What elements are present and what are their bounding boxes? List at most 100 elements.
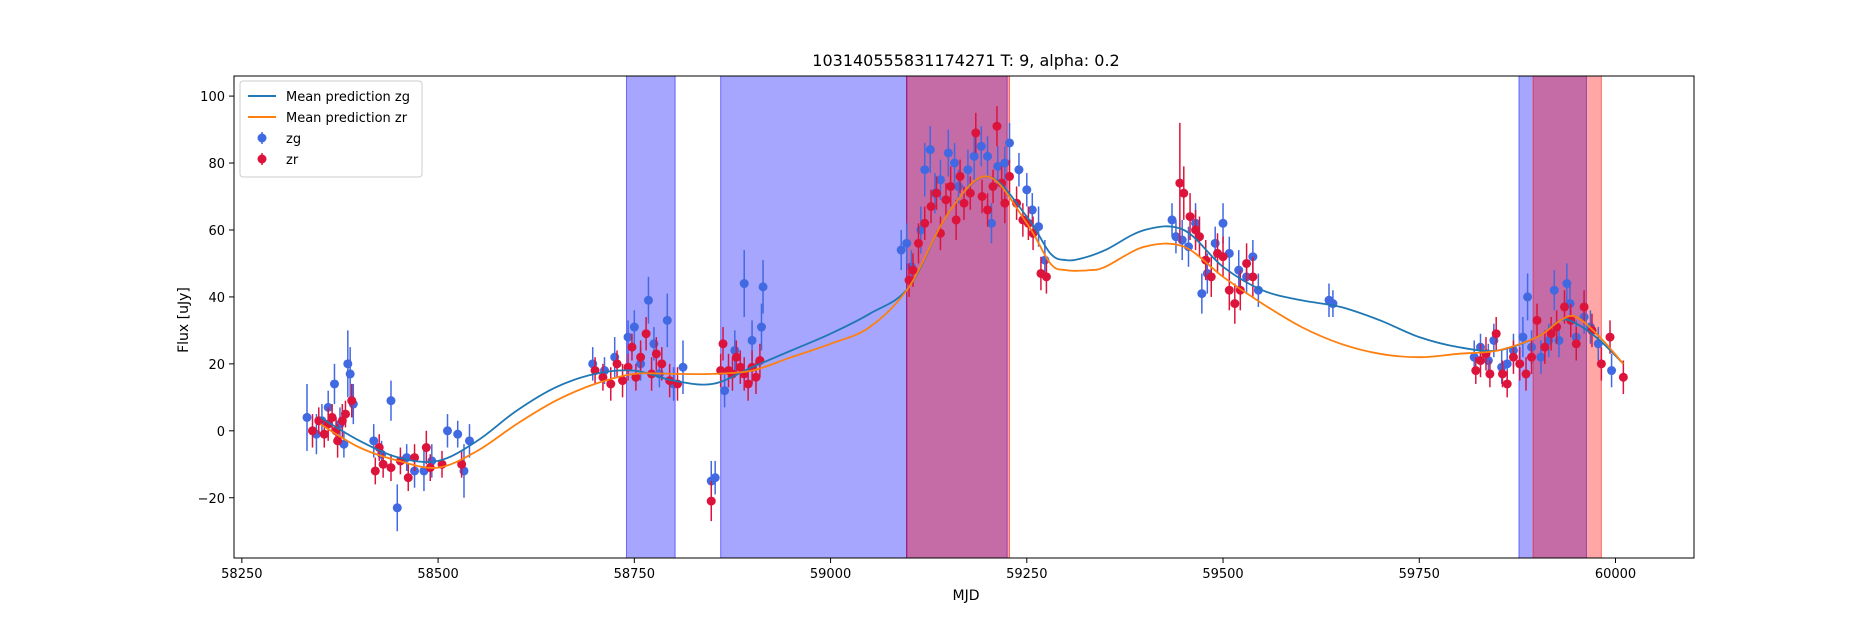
data-point-zg-7 (343, 359, 353, 369)
data-point-zr-88 (1248, 272, 1258, 282)
data-point-zr-38 (718, 339, 728, 349)
data-point-zg-43 (902, 238, 912, 248)
data-point-zg-53 (963, 165, 973, 175)
data-point-zr-33 (657, 359, 667, 369)
data-point-zg-69 (1183, 242, 1193, 252)
data-point-zr-85 (1230, 299, 1240, 309)
data-point-zr-49 (908, 265, 918, 275)
data-point-zg-54 (969, 151, 979, 161)
data-point-zr-99 (1527, 352, 1537, 362)
data-point-zr-30 (641, 329, 651, 339)
data-point-zr-52 (926, 202, 936, 212)
data-point-zg-4 (329, 379, 339, 389)
data-point-zr-87 (1242, 258, 1252, 268)
data-point-zr-67 (1000, 198, 1010, 208)
data-point-zg-50 (943, 148, 953, 158)
legend-swatch-point-3 (257, 154, 267, 164)
plot-area (302, 76, 1628, 558)
data-point-zg-33 (678, 362, 688, 372)
data-point-zg-89 (1518, 332, 1528, 342)
data-point-zr-41 (731, 352, 741, 362)
data-point-zg-56 (983, 151, 993, 161)
line-mean-prediction-zr (319, 175, 1625, 469)
data-point-zg-71 (1197, 289, 1207, 299)
data-point-zr-79 (1194, 232, 1204, 242)
data-point-zg-95 (1554, 335, 1564, 345)
data-point-zr-94 (1497, 369, 1507, 379)
data-point-zg-21 (464, 436, 474, 446)
y-tick-label-3: 40 (208, 291, 225, 306)
data-point-zr-4 (327, 412, 337, 422)
data-point-zr-81 (1206, 272, 1216, 282)
data-point-zr-109 (1596, 359, 1606, 369)
data-point-zr-58 (955, 171, 965, 181)
data-point-zr-104 (1559, 302, 1569, 312)
data-point-zg-60 (1005, 138, 1015, 148)
data-point-zr-100 (1532, 315, 1542, 325)
data-point-zr-61 (971, 128, 981, 138)
data-point-zr-98 (1521, 369, 1531, 379)
data-point-zr-65 (992, 121, 1002, 131)
data-point-zr-17 (421, 443, 431, 453)
data-point-zr-51 (920, 218, 930, 228)
data-point-zg-68 (1177, 235, 1187, 245)
data-point-zr-53 (932, 188, 942, 198)
data-point-zg-8 (345, 369, 355, 379)
data-point-zg-19 (453, 429, 463, 439)
chart-title: 103140555831174271 T: 9, alpha: 0.2 (812, 51, 1119, 70)
x-tick-label-1: 58500 (417, 567, 458, 582)
legend-box (239, 80, 423, 178)
data-point-zr-62 (977, 192, 987, 201)
line-mean-prediction-zg (319, 175, 1625, 463)
data-point-zr-24 (612, 359, 622, 369)
data-point-zg-73 (1210, 238, 1220, 248)
data-point-zr-12 (378, 459, 388, 469)
data-point-zr-106 (1571, 339, 1581, 349)
data-point-zr-92 (1485, 369, 1495, 379)
x-tick-label-2: 58750 (614, 567, 655, 582)
data-point-zr-96 (1508, 352, 1518, 362)
plot-frame (233, 75, 1695, 559)
data-point-zg-28 (643, 295, 653, 305)
data-point-zr-50 (913, 238, 923, 248)
data-point-zr-55 (941, 195, 951, 205)
data-point-zr-60 (965, 188, 975, 198)
x-tick-label-0: 58250 (221, 567, 262, 582)
legend-label-1: Mean prediction zr (286, 111, 408, 126)
data-point-zr-46 (751, 372, 761, 382)
data-point-zr-59 (959, 198, 969, 208)
data-point-zr-80 (1201, 255, 1211, 265)
legend-label-0: Mean prediction zg (286, 90, 410, 105)
data-point-zr-78 (1191, 225, 1201, 235)
y-tick-label-0: −20 (198, 492, 225, 507)
data-point-zr-101 (1540, 342, 1550, 352)
data-point-zr-83 (1218, 252, 1228, 262)
data-point-zr-13 (386, 463, 396, 473)
data-point-zg-92 (1536, 352, 1546, 362)
y-tick-label-1: 0 (217, 425, 225, 440)
data-point-zr-7 (337, 416, 347, 426)
data-point-zr-90 (1475, 356, 1485, 366)
data-point-zg-38 (739, 279, 749, 289)
data-point-zr-111 (1618, 372, 1628, 382)
data-point-zr-63 (983, 205, 993, 215)
data-point-zg-47 (925, 145, 935, 155)
data-point-zr-32 (651, 349, 661, 359)
data-point-zr-2 (319, 429, 329, 439)
data-point-zr-74 (1041, 272, 1051, 282)
data-point-zr-27 (627, 342, 637, 352)
data-point-zg-0 (302, 412, 312, 422)
data-point-zr-44 (743, 379, 753, 389)
legend-label-3: zr (286, 153, 299, 168)
data-point-zg-12 (386, 396, 396, 406)
data-point-zr-84 (1224, 285, 1234, 295)
data-point-zg-52 (954, 181, 964, 191)
data-point-zg-55 (976, 141, 986, 151)
data-point-zg-39 (747, 335, 757, 345)
data-point-zr-64 (988, 181, 998, 191)
data-point-zg-64 (1034, 222, 1044, 232)
data-point-zg-36 (720, 386, 730, 396)
x-tick-label-4: 59250 (1006, 567, 1047, 582)
data-point-zg-51 (950, 158, 960, 168)
data-point-zg-62 (1022, 185, 1032, 195)
